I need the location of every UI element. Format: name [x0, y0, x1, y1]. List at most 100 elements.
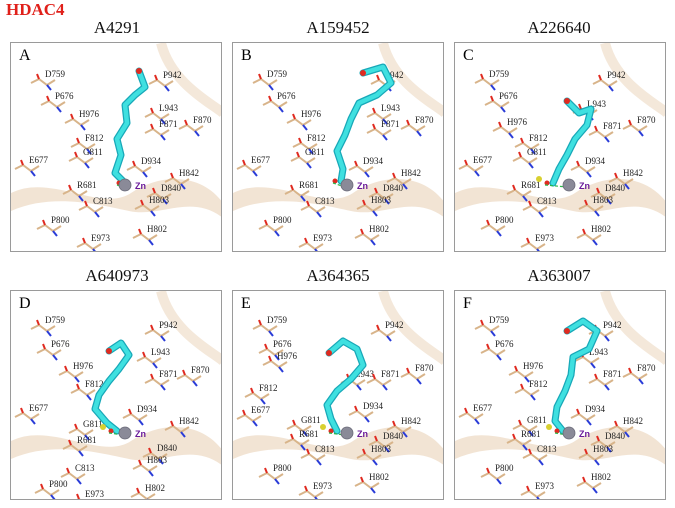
residue-label: D840	[605, 183, 625, 193]
residue-nitrogen	[46, 330, 52, 337]
residue-stick	[262, 359, 288, 369]
residue-nitrogen	[386, 335, 392, 342]
residue-nitrogen	[316, 211, 322, 218]
residue-nitrogen	[194, 130, 200, 137]
residue-oxygen	[306, 200, 310, 207]
residue-nitrogen	[316, 459, 322, 466]
protein-ribbon	[156, 291, 221, 365]
residue-label: P676	[51, 339, 70, 349]
residue-label: G811	[83, 419, 103, 429]
residue-stick	[492, 125, 518, 135]
residue-oxygen	[372, 107, 376, 114]
residue-label: H976	[523, 361, 543, 371]
residue-label: H803	[593, 444, 613, 454]
residue-nitrogen	[356, 384, 362, 391]
residue-stick	[236, 413, 262, 423]
residue-oxygen	[480, 319, 484, 326]
residue-stick	[14, 163, 40, 173]
residue-nitrogen	[180, 431, 186, 438]
residue-nitrogen	[84, 434, 90, 441]
residue-stick	[164, 424, 190, 434]
residue-nitrogen	[594, 210, 600, 217]
residue-label: F812	[307, 133, 326, 143]
residue-oxygen	[150, 373, 154, 380]
residue-nitrogen	[268, 84, 274, 91]
residue-label: H803	[371, 195, 391, 205]
residue-oxygen	[354, 160, 358, 167]
residue-nitrogen	[528, 162, 534, 169]
residue-oxygen	[46, 95, 50, 102]
residue-stick	[252, 77, 278, 87]
protein-ligand-scene: D759 P676 P942 L943 H976 F871 F870 F812 G811 E677…	[455, 43, 665, 251]
residue-stick	[576, 232, 602, 242]
residue-stick	[68, 155, 94, 165]
residue-label: D759	[489, 315, 509, 325]
residue-label: P942	[385, 320, 404, 330]
residue-oxygen	[242, 409, 246, 416]
residue-nitrogen	[592, 239, 598, 246]
residue-label: C813	[315, 444, 335, 454]
residue-nitrogen	[638, 130, 644, 137]
residue-nitrogen	[624, 431, 630, 438]
residue-stick	[144, 111, 170, 121]
residue-oxygen	[598, 74, 602, 81]
residue-label: H842	[623, 168, 643, 178]
residue-oxygen	[512, 184, 516, 191]
residue-label: G811	[301, 415, 321, 425]
residue-stick	[132, 463, 158, 473]
protein-ribbon	[233, 179, 443, 217]
residue-oxygen	[360, 228, 364, 235]
residue-stick	[62, 443, 88, 453]
residue-label: D840	[157, 443, 177, 453]
residue-stick	[356, 203, 382, 213]
residue-stick	[64, 117, 90, 127]
residue-label: P800	[273, 463, 292, 473]
residue-oxygen	[250, 387, 254, 394]
residue-label: D934	[363, 156, 383, 166]
residue-nitrogen	[94, 211, 100, 218]
ligand-sulfur	[100, 424, 106, 430]
panel-e: D759 P942 P676 H976 L943 F871 F870 F812 E677 G811…	[232, 290, 444, 500]
residue-label: D759	[267, 315, 287, 325]
residue-oxygen	[304, 485, 308, 492]
residue-oxygen	[374, 187, 378, 194]
residue-label: F871	[603, 369, 622, 379]
residue-stick	[300, 452, 326, 462]
residue-oxygen	[292, 113, 296, 120]
residue-nitrogen	[522, 195, 528, 202]
residue-stick	[300, 204, 326, 214]
residue-stick	[400, 371, 426, 381]
residue-oxygen	[242, 159, 246, 166]
residue-oxygen	[42, 219, 46, 226]
residue-nitrogen	[152, 362, 158, 369]
residue-stick	[366, 111, 392, 121]
residue-nitrogen	[528, 430, 534, 437]
residue-label: H803	[147, 455, 167, 465]
residue-label: D759	[45, 315, 65, 325]
residue-nitrogen	[80, 124, 86, 131]
zinc-ion	[340, 426, 354, 440]
ligand-oxygen	[328, 428, 334, 434]
residue-stick	[512, 423, 538, 433]
residue-nitrogen	[538, 211, 544, 218]
residue-stick	[76, 497, 81, 499]
residue-oxygen	[20, 407, 24, 414]
residue-label: F870	[415, 115, 434, 125]
zinc-label: Zn	[135, 429, 146, 439]
residue-nitrogen	[148, 239, 154, 246]
residue-nitrogen	[402, 183, 408, 190]
protein-ribbon	[455, 179, 665, 217]
residue-nitrogen	[268, 330, 274, 337]
residue-stick	[622, 371, 648, 381]
residue-nitrogen	[604, 136, 610, 143]
residue-nitrogen	[606, 446, 612, 453]
protein-ribbon	[11, 427, 221, 465]
residue-label: P676	[273, 339, 292, 349]
residue-nitrogen	[604, 384, 610, 391]
residue-oxygen	[142, 351, 146, 358]
residue-label: D840	[383, 431, 403, 441]
residue-nitrogen	[364, 416, 370, 423]
residue-label: F870	[415, 363, 434, 373]
protein-ribbon	[455, 427, 665, 465]
residue-stick	[258, 471, 284, 481]
